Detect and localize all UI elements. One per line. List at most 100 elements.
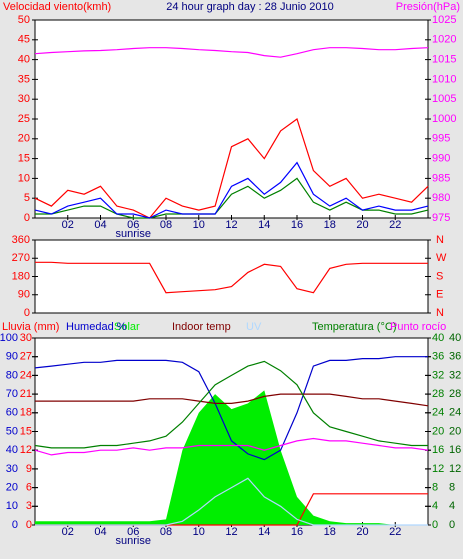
x-tick-label: 22: [389, 526, 401, 538]
y-tick-label: 27: [20, 351, 32, 363]
x-tick-label: 20: [356, 219, 368, 231]
y-tick-label: 30: [20, 332, 32, 344]
y-tick-label: 40: [18, 54, 30, 66]
y-tick-label: 9: [26, 463, 32, 475]
x-tick-label: 06: [127, 219, 139, 231]
x-tick-label: 22: [389, 219, 401, 231]
y-tick-label: 60: [6, 407, 18, 419]
y-tick-label: 18: [20, 407, 32, 419]
y-tick-label: 12: [432, 463, 444, 475]
y-tick-label: 990: [432, 153, 450, 165]
x-tick-label: 02: [62, 219, 74, 231]
series-line: [35, 477, 428, 526]
y-tick-label: 90: [18, 289, 30, 301]
y-tick-label: 40: [432, 332, 444, 344]
y-tick-label: 20: [449, 425, 461, 437]
x-tick-label: 02: [62, 526, 74, 538]
y-tick-label: 36: [449, 351, 461, 363]
y-tick-label: 8: [432, 482, 438, 494]
y-tick-label: 975: [432, 212, 450, 224]
y-tick-label: 20: [6, 482, 18, 494]
x-tick-label: 04: [94, 526, 106, 538]
y-tick-label: 32: [432, 369, 444, 381]
y-tick-label: E: [436, 289, 443, 301]
y-tick-label: 180: [12, 270, 30, 282]
legend-label: Lluvia (mm): [2, 321, 59, 333]
legend-label: Temperatura (°C): [312, 321, 396, 333]
y-tick-label: W: [436, 252, 447, 264]
y-tick-label: 20: [432, 425, 444, 437]
y-tick-label: 4: [432, 500, 438, 512]
x-tick-label: 18: [324, 219, 336, 231]
x-tick-label: 12: [225, 219, 237, 231]
x-tick-label: 04: [94, 219, 106, 231]
y-tick-label: 70: [6, 388, 18, 400]
y-tick-label: 16: [449, 444, 461, 456]
series-line: [34, 360, 428, 449]
y-tick-label: 32: [449, 369, 461, 381]
chart-title: 24 hour graph day : 28 Junio 2010: [166, 1, 334, 13]
y-tick-label: 15: [20, 425, 32, 437]
y-tick-label: 0: [24, 307, 30, 319]
y-tick-label: 28: [432, 388, 444, 400]
y-tick-label: 5: [24, 192, 30, 204]
y-tick-label: 45: [18, 34, 30, 46]
series-line: [34, 47, 429, 58]
y-tick-label: 21: [20, 388, 32, 400]
x-tick-label: 16: [291, 526, 303, 538]
x-tick-label: 14: [258, 526, 270, 538]
series-line: [34, 356, 428, 461]
legend-label: Indoor temp: [172, 321, 231, 333]
y-tick-label: 100: [0, 332, 18, 344]
annotation: sunrise: [116, 535, 151, 547]
legend-label: Solar: [114, 321, 140, 333]
x-tick-label: 20: [356, 526, 368, 538]
plot-area: [34, 19, 429, 219]
y-tick-label: 980: [432, 192, 450, 204]
x-tick-label: 14: [258, 219, 270, 231]
y-tick-label: 995: [432, 133, 450, 145]
y-tick-label: N: [436, 234, 444, 246]
legend-label: UV: [246, 321, 262, 333]
solar-area: [35, 390, 428, 525]
y-tick-label: 12: [20, 444, 32, 456]
y-tick-label: 4: [449, 500, 455, 512]
y-tick-label: 20: [18, 133, 30, 145]
y-tick-label: 24: [20, 369, 32, 381]
y-tick-label: 1010: [432, 73, 456, 85]
y-tick-label: 16: [432, 444, 444, 456]
annotation: sunrise: [116, 228, 151, 240]
series-line: [34, 161, 429, 219]
y-tick-label: S: [436, 270, 443, 282]
y-tick-label: 1020: [432, 34, 456, 46]
y-tick-label: 3: [26, 500, 32, 512]
y-tick-label: 360: [12, 234, 30, 246]
y-tick-label: 15: [18, 153, 30, 165]
y-tick-label: 1025: [432, 14, 456, 26]
series-line: [34, 437, 429, 456]
y-tick-label: 30: [6, 463, 18, 475]
legend-label: Punto rocío: [390, 321, 446, 333]
y-tick-label: 270: [12, 252, 30, 264]
y-tick-label: 24: [449, 407, 461, 419]
series-line: [35, 393, 429, 407]
legend-label: Humedad %: [66, 321, 127, 333]
y-tick-label: 40: [6, 444, 18, 456]
y-tick-label: 36: [432, 351, 444, 363]
y-tick-label: N: [436, 307, 444, 319]
y-tick-label: 30: [18, 93, 30, 105]
y-tick-label: 0: [449, 519, 455, 531]
y-tick-label: 24: [432, 407, 444, 419]
y-tick-label: 90: [6, 351, 18, 363]
y-tick-label: 10: [18, 172, 30, 184]
x-tick-label: 18: [324, 526, 336, 538]
y-tick-label: 1000: [432, 113, 456, 125]
x-tick-label: 10: [193, 526, 205, 538]
y-tick-label: 35: [18, 73, 30, 85]
plot-area: [34, 239, 429, 314]
y-tick-label: 80: [6, 369, 18, 381]
axis-label: Velocidad viento(kmh): [3, 1, 111, 13]
y-tick-label: 6: [26, 482, 32, 494]
series-line: [34, 118, 429, 219]
